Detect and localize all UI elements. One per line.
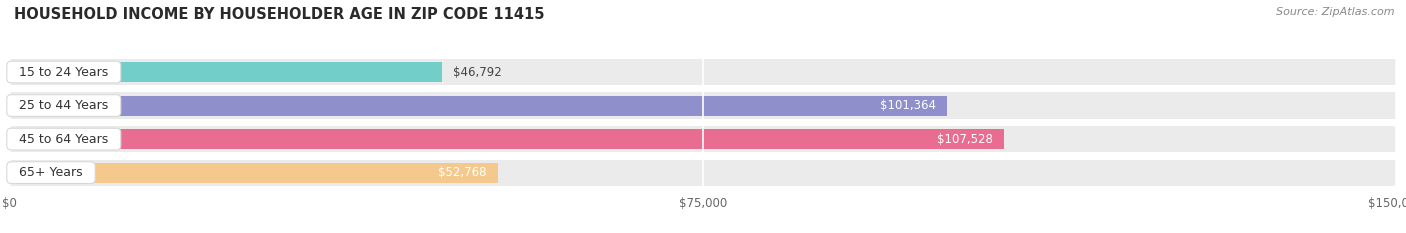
- Text: 15 to 24 Years: 15 to 24 Years: [11, 65, 117, 79]
- Bar: [10, 59, 1396, 85]
- Text: 65+ Years: 65+ Years: [11, 166, 91, 179]
- Bar: [10, 93, 1396, 119]
- Bar: [10, 163, 498, 183]
- Text: HOUSEHOLD INCOME BY HOUSEHOLDER AGE IN ZIP CODE 11415: HOUSEHOLD INCOME BY HOUSEHOLDER AGE IN Z…: [14, 7, 544, 22]
- Text: 25 to 44 Years: 25 to 44 Years: [11, 99, 117, 112]
- Text: $101,364: $101,364: [880, 99, 935, 112]
- Text: 45 to 64 Years: 45 to 64 Years: [11, 133, 117, 146]
- Text: Source: ZipAtlas.com: Source: ZipAtlas.com: [1277, 7, 1395, 17]
- Text: $107,528: $107,528: [936, 133, 993, 146]
- Text: $52,768: $52,768: [437, 166, 486, 179]
- Bar: [10, 62, 443, 82]
- Bar: [10, 129, 1004, 149]
- Bar: [10, 96, 946, 116]
- Text: $46,792: $46,792: [453, 65, 502, 79]
- Bar: [10, 126, 1396, 152]
- Bar: [10, 160, 1396, 186]
